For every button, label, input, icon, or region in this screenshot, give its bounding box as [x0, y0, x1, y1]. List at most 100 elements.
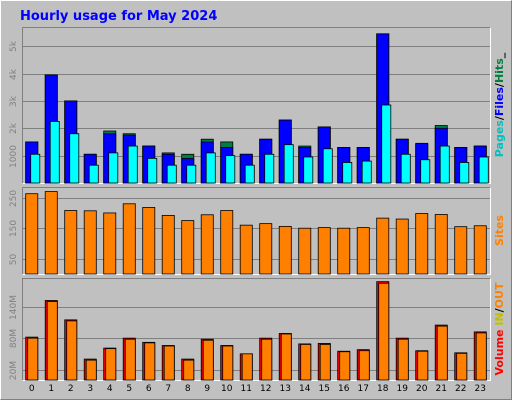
bar-volume-out-hour-6 — [144, 342, 156, 381]
y-axis-label-part: / — [493, 115, 506, 120]
bar-volume-out-hour-12 — [261, 338, 273, 381]
panel-sites-shadow-edge — [22, 187, 491, 275]
bar-sites-sites-hour-3 — [83, 210, 97, 275]
hour-label: 22 — [455, 384, 466, 394]
hour-label: 3 — [87, 384, 93, 394]
bar-sites-sites-hour-9 — [200, 214, 214, 275]
hour-label: 9 — [204, 384, 210, 394]
y-tick-label-volume: 80M — [9, 329, 19, 348]
bar-volume-out-hour-20 — [417, 350, 429, 381]
bar-sites-sites-hour-13 — [278, 225, 292, 275]
chart-title: Hourly usage for May 2024 — [20, 9, 217, 24]
bar-sites-sites-hour-22 — [454, 226, 468, 275]
hour-label: 17 — [358, 384, 369, 394]
bar-hits-pages-hour-22 — [459, 162, 470, 184]
hour-label: 13 — [280, 384, 291, 394]
bar-hits-pages-hour-13 — [283, 144, 294, 184]
bar-volume-out-hour-9 — [202, 339, 214, 381]
chart-panels: 10002k3k4k5kPages/Files/Hits_50150250Sit… — [9, 27, 506, 381]
hour-label: 16 — [338, 384, 350, 394]
bar-volume-out-hour-7 — [163, 345, 175, 381]
bar-volume-out-hour-18 — [378, 282, 390, 381]
bar-volume-out-hour-16 — [339, 351, 351, 381]
hour-label: 20 — [416, 384, 428, 394]
bar-sites-sites-hour-21 — [434, 214, 448, 275]
y-axis-label-part: Hits — [493, 58, 506, 83]
bar-sites-sites-hour-8 — [181, 220, 195, 275]
bar-volume-out-hour-0 — [27, 337, 39, 381]
bar-volume-out-hour-3 — [85, 359, 97, 381]
bar-hits-pages-hour-3 — [88, 164, 99, 184]
bar-volume-out-hour-23 — [475, 332, 487, 381]
y-tick-label-hits: 5k — [9, 40, 19, 52]
panel-volume-light-edge — [22, 278, 491, 381]
y-axis-label-sites: Sites — [493, 215, 506, 246]
bar-hits-pages-hour-8 — [186, 164, 197, 184]
hour-label: 14 — [299, 384, 311, 394]
hour-label: 23 — [475, 384, 486, 394]
y-tick-label-hits: 3k — [9, 95, 19, 107]
bar-sites-sites-hour-4 — [103, 212, 117, 275]
hour-label: 19 — [397, 384, 409, 394]
bar-hits-pages-hour-17 — [361, 160, 372, 184]
panel-sites: 50 150 250 Sites — [9, 187, 506, 275]
y-axis-label-part: Volume — [493, 329, 506, 375]
bar-sites-sites-hour-20 — [415, 213, 429, 275]
hour-label: 18 — [377, 384, 389, 394]
bar-hits-pages-hour-4 — [108, 152, 119, 184]
bar-volume-out-hour-21 — [436, 325, 448, 381]
bar-sites-sites-hour-7 — [161, 214, 175, 275]
y-axis-label-part: / — [493, 82, 506, 87]
y-tick-label-sites: 250 — [9, 190, 19, 207]
y-tick-label-volume: 20M — [9, 361, 19, 380]
y-axis-label-part: OUT — [493, 282, 506, 308]
hour-label: 10 — [221, 384, 233, 394]
bar-sites-sites-hour-5 — [122, 203, 136, 275]
bar-sites-sites-hour-15 — [317, 227, 331, 275]
y-axis-label-part: Pages — [493, 120, 506, 158]
y-axis-label-part: Files — [493, 87, 506, 117]
hour-label: 11 — [241, 384, 252, 394]
hour-label: 7 — [165, 384, 171, 394]
bar-sites-sites-hour-16 — [337, 227, 351, 275]
bar-hits-pages-hour-9 — [205, 152, 216, 184]
bar-hits-pages-hour-23 — [478, 156, 489, 184]
bar-hits-pages-hour-19 — [400, 153, 411, 184]
y-axis-label-part: _ — [493, 52, 506, 58]
bar-volume-out-hour-13 — [280, 333, 292, 381]
y-tick-label-volume: 140M — [9, 295, 19, 320]
bar-volume-out-hour-14 — [300, 344, 312, 381]
bar-sites-sites-hour-11 — [239, 224, 253, 275]
panel-volume-shadow-edge — [22, 278, 491, 381]
bar-hits-pages-hour-15 — [322, 148, 333, 184]
bar-sites-sites-hour-0 — [25, 193, 39, 275]
panel-sites-light-edge — [22, 187, 491, 275]
hour-label: 15 — [319, 384, 330, 394]
hour-label: 6 — [146, 384, 152, 394]
bar-volume-out-hour-15 — [319, 344, 331, 381]
bar-hits-pages-hour-5 — [127, 145, 138, 184]
bar-volume-out-hour-2 — [66, 320, 78, 381]
bar-volume-out-hour-19 — [397, 338, 409, 381]
hour-label: 21 — [436, 384, 447, 394]
bar-hits-pages-hour-21 — [439, 145, 450, 184]
panel-hits-shadow-edge — [22, 27, 491, 184]
bar-sites-sites-hour-23 — [473, 225, 487, 275]
bar-hits-pages-hour-2 — [69, 133, 80, 184]
bar-hits-pages-hour-10 — [225, 155, 236, 184]
bar-hits-pages-hour-1 — [49, 121, 60, 184]
bar-hits-pages-hour-20 — [420, 159, 431, 184]
bar-sites-sites-hour-6 — [142, 207, 156, 275]
bar-sites-sites-hour-12 — [259, 223, 273, 275]
bar-hits-pages-hour-18 — [381, 104, 392, 184]
bar-volume-out-hour-10 — [222, 345, 234, 381]
hour-label: 0 — [29, 384, 35, 394]
bar-sites-sites-hour-18 — [376, 217, 390, 275]
bar-volume-out-hour-11 — [241, 353, 253, 381]
hour-label: 5 — [126, 384, 132, 394]
y-axis-label-volume: Volume IN/OUT — [493, 282, 506, 375]
